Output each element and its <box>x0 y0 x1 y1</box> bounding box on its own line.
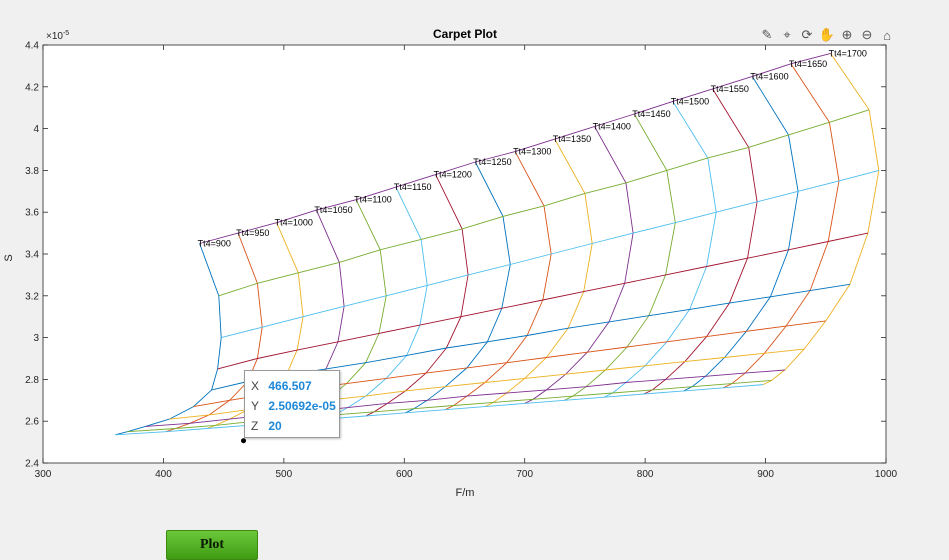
tt4-curve[interactable] <box>484 138 593 408</box>
chart-title: Carpet Plot <box>433 27 497 41</box>
x-tick-label: 700 <box>516 469 533 480</box>
tt4-label: Tt4=1050 <box>314 205 352 215</box>
datatip-icon[interactable]: ⌖ <box>783 27 791 42</box>
cross-curve[interactable] <box>199 52 831 244</box>
tt4-curve[interactable] <box>405 161 511 414</box>
y-tick-label: 2.6 <box>25 417 39 428</box>
tt4-label: Tt4=1000 <box>275 218 313 228</box>
datatip-y-row: Y 2.50692e-05 <box>251 396 336 416</box>
tt4-label: Tt4=1150 <box>394 182 432 192</box>
tt4-curve[interactable] <box>325 186 428 420</box>
datatip-z-key: Z <box>251 419 259 433</box>
plot-button[interactable]: Plot <box>166 530 258 560</box>
series-layer <box>115 52 880 436</box>
figure-panel: Tt4=900 Tt4=950 Tt4=1000 Tt4=1050 Tt4=1100 Tt… <box>0 0 906 512</box>
tt4-label: Tt4=1550 <box>711 84 749 94</box>
y-tick-label: 3.4 <box>25 250 39 261</box>
y-exponent-base: ×10 <box>46 31 63 42</box>
datatip-marker[interactable] <box>241 438 246 444</box>
cross-curve[interactable] <box>127 379 772 433</box>
y-tick-label: 3.8 <box>25 166 39 177</box>
x-tick-label: 500 <box>276 469 293 480</box>
tt4-label: Tt4=900 <box>198 239 231 249</box>
datatip-y-key: Y <box>251 399 260 413</box>
y-axis-label: S <box>3 254 15 261</box>
y-tick-label: 3.2 <box>25 291 39 302</box>
datatip-y-value: 2.50692e-05 <box>268 399 336 413</box>
tt4-curve[interactable] <box>683 76 799 392</box>
tt4-curve[interactable] <box>762 53 880 386</box>
tt4-curve[interactable] <box>524 126 634 404</box>
x-tick-label: 800 <box>637 469 654 480</box>
tt4-label: Tt4=1600 <box>750 71 788 81</box>
y-tick-label: 3.6 <box>25 208 39 219</box>
x-tick-label: 400 <box>155 469 172 480</box>
y-tick-label: 4.4 <box>25 41 39 52</box>
tt4-label: Tt4=1700 <box>829 48 867 58</box>
tt4-label: Tt4=1200 <box>434 170 472 180</box>
tt4-curve[interactable] <box>723 63 840 389</box>
tt4-curve[interactable] <box>564 113 676 401</box>
tt4-label: Tt4=1100 <box>354 195 392 205</box>
tt4-curve[interactable] <box>643 88 758 395</box>
tt4-label: Tt4=1350 <box>553 134 591 144</box>
tt4-curve[interactable] <box>115 243 222 436</box>
x-tick-label: 300 <box>35 469 52 480</box>
datatip-x-key: X <box>251 379 260 393</box>
tt4-label: Tt4=1400 <box>593 122 631 132</box>
y-exponent-power: -5 <box>63 30 69 37</box>
x-tick-label: 1000 <box>875 469 898 480</box>
y-tick-label: 2.8 <box>25 375 39 386</box>
cross-curve[interactable] <box>221 169 879 339</box>
tt4-curve[interactable] <box>365 174 469 417</box>
datatip-z-value: 20 <box>268 419 282 433</box>
cross-curve[interactable] <box>115 384 764 436</box>
plot-area <box>42 44 887 464</box>
tt4-label: Tt4=1300 <box>513 147 551 157</box>
datatip-z-row: Z 20 <box>251 416 333 436</box>
axes-toolbar: ✎ ⌖ ⟳ ✋ ⊕ ⊖ ⌂ <box>758 24 896 46</box>
tick-layer: 300 400 500 600 700 800 900 1000 2.4 2.6 2.8 3 3.2 3.… <box>25 41 897 481</box>
y-tick-label: 4.2 <box>25 82 39 93</box>
x-tick-label: 900 <box>757 469 774 480</box>
cross-curve[interactable] <box>217 232 868 370</box>
tt4-curve[interactable] <box>603 101 717 398</box>
datatip-x-value: 466.507 <box>268 379 312 393</box>
y-tick-label: 4 <box>33 124 39 135</box>
tt4-curve[interactable] <box>165 232 263 433</box>
home-icon[interactable]: ⌂ <box>883 27 891 43</box>
x-tick-label: 600 <box>396 469 413 480</box>
tt4-label: Tt4=1650 <box>789 59 827 69</box>
tt4-label: Tt4=1250 <box>473 157 511 167</box>
cross-curve[interactable] <box>218 109 870 297</box>
zoom-out-icon[interactable]: ⊖ <box>861 27 873 42</box>
y-tick-label: 2.4 <box>25 459 39 470</box>
curve-label-layer: Tt4=900Tt4=950Tt4=1000Tt4=1050Tt4=1100Tt… <box>198 48 867 248</box>
datatip-box[interactable]: X 466.507 Y 2.50692e-05 Z 20 <box>244 370 340 438</box>
carpet-plot-chart[interactable]: Tt4=900Tt4=950Tt4=1000Tt4=1050Tt4=1100Tt… <box>0 0 906 512</box>
tt4-curve[interactable] <box>445 151 552 411</box>
y-tick-label: 3 <box>33 333 39 344</box>
rotate-icon[interactable]: ⟳ <box>801 27 813 42</box>
tt4-label: Tt4=1450 <box>632 109 670 119</box>
datatip-x-row: X 466.507 <box>251 376 333 396</box>
tt4-label: Tt4=950 <box>236 228 269 238</box>
tt4-label: Tt4=1500 <box>671 96 709 106</box>
y-exponent-label: ×10-5 <box>46 30 69 42</box>
pan-icon[interactable]: ✋ <box>818 27 836 42</box>
brush-icon[interactable]: ✎ <box>761 27 773 42</box>
x-axis-label: F/m <box>456 487 475 499</box>
zoom-in-icon[interactable]: ⊕ <box>841 27 853 42</box>
